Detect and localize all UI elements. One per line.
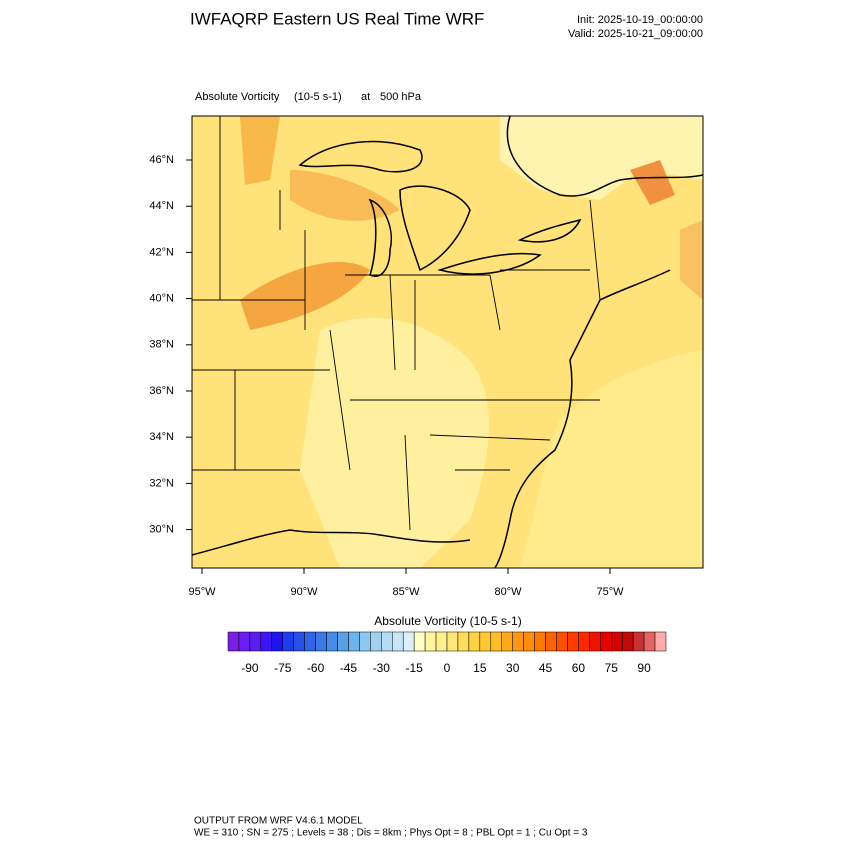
footer-line: WE = 310 ; SN = 275 ; Levels = 38 ; Dis … (194, 828, 588, 839)
lat-label: 46°N (149, 154, 174, 166)
colorbar-box (359, 631, 371, 652)
colorbar-label: 0 (444, 661, 451, 675)
colorbar-box (621, 631, 634, 652)
colorbar-box (249, 631, 262, 652)
colorbar-box (479, 631, 492, 652)
colorbar-box (534, 631, 546, 652)
coastlines (192, 116, 703, 568)
colorbar-label: 90 (637, 661, 651, 675)
field-units: (10-5 s-1) (294, 91, 342, 103)
colorbar-box (370, 631, 382, 652)
colorbar-box (435, 631, 448, 652)
colorbar-box (567, 631, 579, 652)
colorbar-box (468, 631, 481, 652)
lon-label: 85°W (392, 586, 420, 598)
field-area (680, 220, 703, 300)
colorbar-box (501, 631, 513, 652)
colorbar-label: -15 (405, 661, 423, 675)
lon-label: 90°W (290, 586, 318, 598)
colorbar-box (523, 631, 535, 652)
colorbar-box (282, 631, 294, 652)
lat-label: 36°N (149, 385, 174, 397)
colorbar-box (490, 631, 502, 652)
lat-label: 34°N (149, 431, 174, 443)
colorbar-box (578, 631, 590, 652)
colorbar-box (381, 631, 393, 652)
colorbar-box (402, 631, 415, 652)
colorbar-label: -75 (274, 661, 292, 675)
colorbar-box (260, 631, 273, 652)
colorbar-box (227, 631, 240, 652)
colorbar-label: -45 (340, 661, 358, 675)
lon-label: 80°W (494, 586, 522, 598)
colorbar-box (293, 631, 305, 652)
colorbar-title: Absolute Vorticity (10-5 s-1) (374, 614, 521, 628)
lon-label: 75°W (596, 586, 624, 598)
lat-label: 38°N (149, 339, 174, 351)
colorbar-box (457, 631, 470, 652)
colorbar-box (589, 631, 601, 652)
colorbar-box (611, 631, 623, 652)
lat-label: 30°N (149, 524, 174, 536)
map (191, 115, 704, 569)
field-area (240, 116, 280, 185)
colorbar-box (643, 631, 656, 652)
title: IWFAQRP Eastern US Real Time WRF (190, 9, 484, 28)
colorbar-label: -30 (373, 661, 391, 675)
colorbar-label: 30 (506, 661, 520, 675)
colorbar-box (654, 631, 667, 652)
colorbar-box (512, 631, 524, 652)
level: 500 hPa (380, 91, 422, 103)
lat-label: 42°N (149, 246, 174, 258)
valid-time: Valid: 2025-10-21_09:00:00 (568, 28, 703, 40)
colorbar-box (392, 631, 404, 652)
colorbar-box (238, 631, 251, 652)
colorbar-label: -90 (241, 661, 259, 675)
lat-label: 32°N (149, 477, 174, 489)
level-prefix: at (361, 91, 370, 103)
colorbar-box (556, 631, 568, 652)
state-borders (192, 116, 601, 531)
field-name: Absolute Vorticity (195, 91, 280, 103)
colorbar-label: -60 (307, 661, 325, 675)
colorbar-label: 15 (473, 661, 487, 675)
colorbar-label: 60 (572, 661, 586, 675)
field-area (630, 160, 675, 205)
colorbar-box (600, 631, 612, 652)
lat-label: 44°N (149, 200, 174, 212)
colorbar-box (413, 631, 426, 652)
colorbar-label: 75 (605, 661, 619, 675)
lat-label: 40°N (149, 293, 174, 305)
colorbar-box (326, 631, 338, 652)
map-frame (191, 115, 704, 569)
colorbar-box (337, 631, 349, 652)
colorbar-box (348, 631, 360, 652)
colorbar-label: 45 (539, 661, 553, 675)
field-area (300, 317, 489, 568)
field-area (500, 116, 703, 200)
colorbar-box (304, 631, 316, 652)
colorbar-box (632, 631, 645, 652)
colorbar-box (424, 631, 437, 652)
colorbar-box (446, 631, 459, 652)
colorbar-box (315, 631, 327, 652)
footer-line: OUTPUT FROM WRF V4.6.1 MODEL (194, 816, 363, 827)
init-time: Init: 2025-10-19_00:00:00 (577, 14, 703, 26)
colorbar-box (545, 631, 557, 652)
colorbar-box (271, 631, 283, 652)
lon-label: 95°W (188, 586, 216, 598)
field-area (520, 350, 703, 568)
